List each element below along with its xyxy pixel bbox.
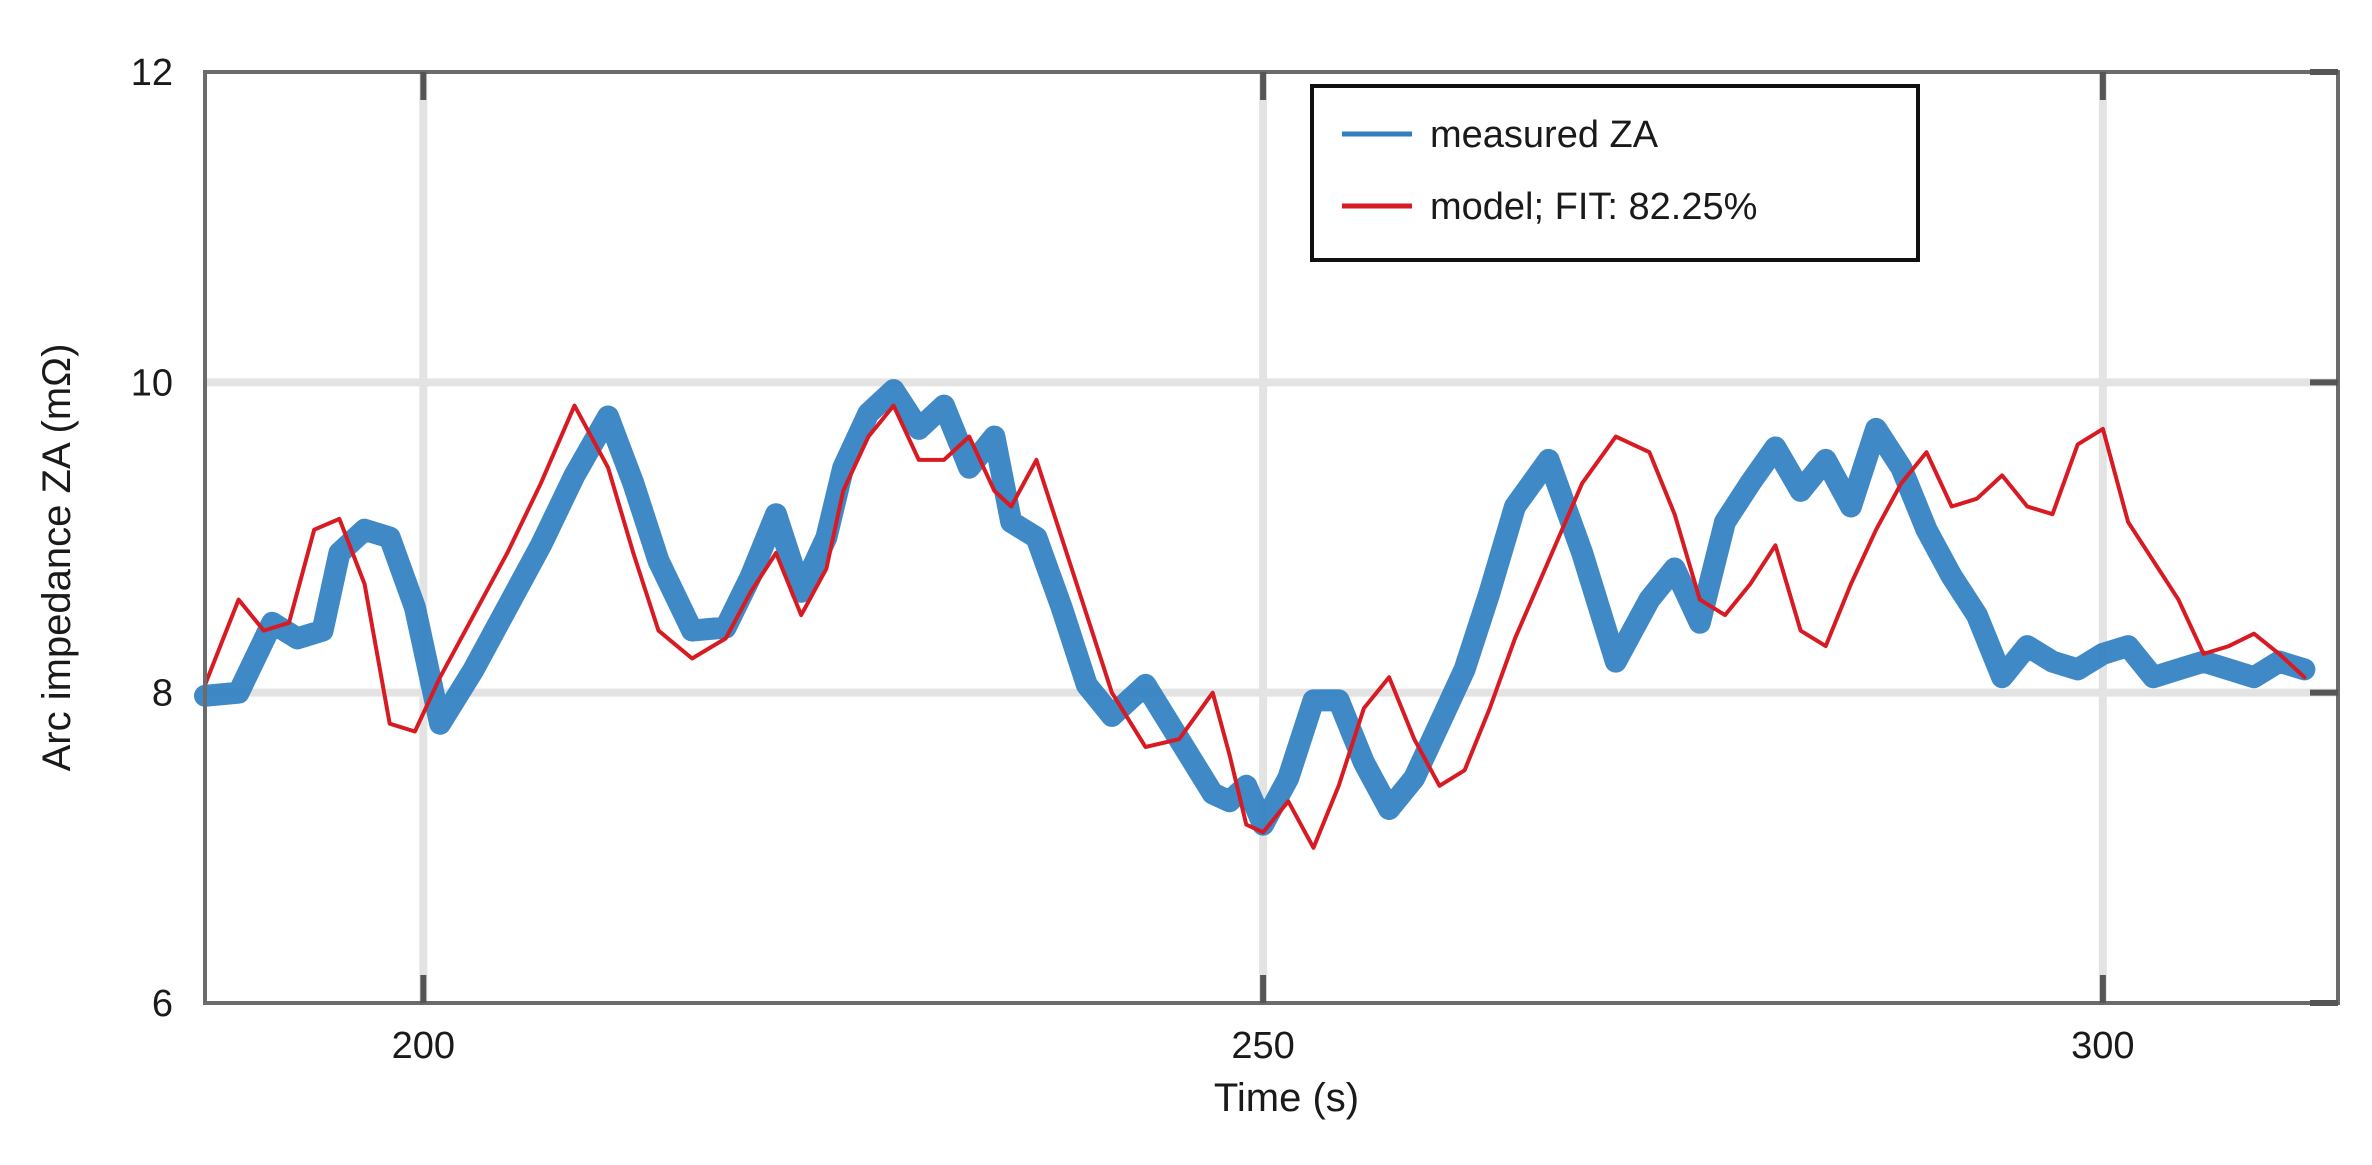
series-line-model [203,403,2307,850]
x-tick-label: 300 [2071,1025,2134,1067]
x-axis-title: Time (s) [1214,1076,1359,1120]
legend-label-model: model; FIT: 82.25% [1430,186,1757,228]
series-line-measured [194,379,2316,836]
legend-label-measured: measured ZA [1430,114,1659,156]
y-axis-title: Arc impedance ZA (mΩ) [35,344,79,772]
legend: measured ZA model; FIT: 82.25% [1310,84,1920,262]
legend-box [1310,84,1920,262]
x-tick-label: 250 [1231,1025,1294,1067]
grid-layer [205,72,2338,1003]
y-tick-label: 10 [131,362,173,404]
plot-frame [203,70,2340,1005]
tick-layer: 200 250 300 6 8 10 12 [131,52,2338,1067]
x-tick-label: 200 [392,1025,455,1067]
y-tick-label: 8 [152,673,173,715]
y-tick-label: 6 [152,983,173,1025]
axis-title-layer: Time (s) Arc impedance ZA (mΩ) [35,344,1359,1120]
series-layer [194,379,2316,850]
y-tick-label: 12 [131,52,173,94]
